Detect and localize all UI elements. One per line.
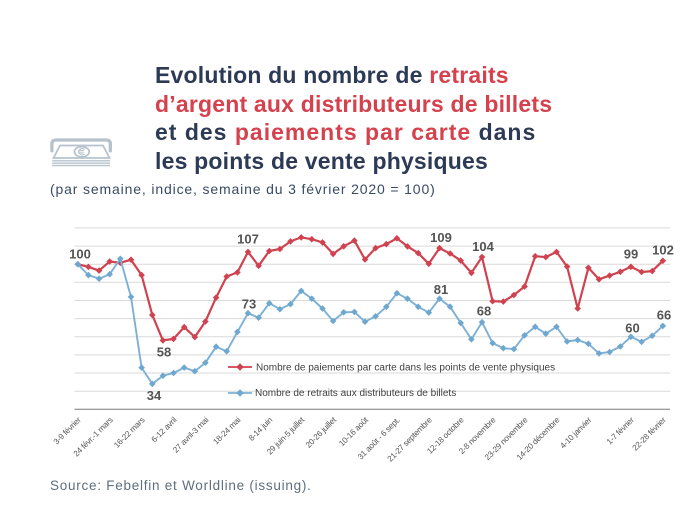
svg-text:18-24 mai: 18-24 mai bbox=[211, 415, 242, 446]
svg-text:8-14 juin: 8-14 juin bbox=[247, 415, 275, 443]
svg-text:107: 107 bbox=[237, 232, 259, 247]
svg-text:58: 58 bbox=[157, 345, 171, 360]
svg-text:3-9 février: 3-9 février bbox=[52, 415, 83, 446]
svg-text:104: 104 bbox=[472, 239, 494, 254]
svg-text:4-10 janvier: 4-10 janvier bbox=[558, 415, 593, 450]
svg-text:Nombre de retraits aux distrib: Nombre de retraits aux distributeurs de … bbox=[255, 388, 456, 399]
svg-text:20-26 juillet: 20-26 juillet bbox=[304, 415, 339, 450]
svg-text:60: 60 bbox=[625, 321, 639, 336]
svg-text:109: 109 bbox=[430, 230, 452, 245]
svg-text:66: 66 bbox=[657, 308, 671, 323]
svg-text:100: 100 bbox=[69, 247, 91, 262]
svg-text:34: 34 bbox=[147, 388, 162, 403]
svg-text:6-12 avril: 6-12 avril bbox=[150, 415, 179, 444]
svg-text:81: 81 bbox=[434, 282, 448, 297]
svg-text:Nombre de paiements par carte: Nombre de paiements par carte dans les p… bbox=[256, 362, 555, 373]
svg-text:73: 73 bbox=[242, 297, 256, 312]
svg-text:102: 102 bbox=[652, 243, 674, 258]
svg-text:10-16 août: 10-16 août bbox=[337, 415, 370, 448]
svg-text:99: 99 bbox=[624, 247, 638, 262]
svg-text:68: 68 bbox=[477, 304, 491, 319]
svg-text:16-22 mars: 16-22 mars bbox=[112, 415, 146, 449]
svg-text:22-28 février: 22-28 février bbox=[631, 415, 668, 452]
svg-text:1-7 février: 1-7 février bbox=[605, 415, 636, 446]
